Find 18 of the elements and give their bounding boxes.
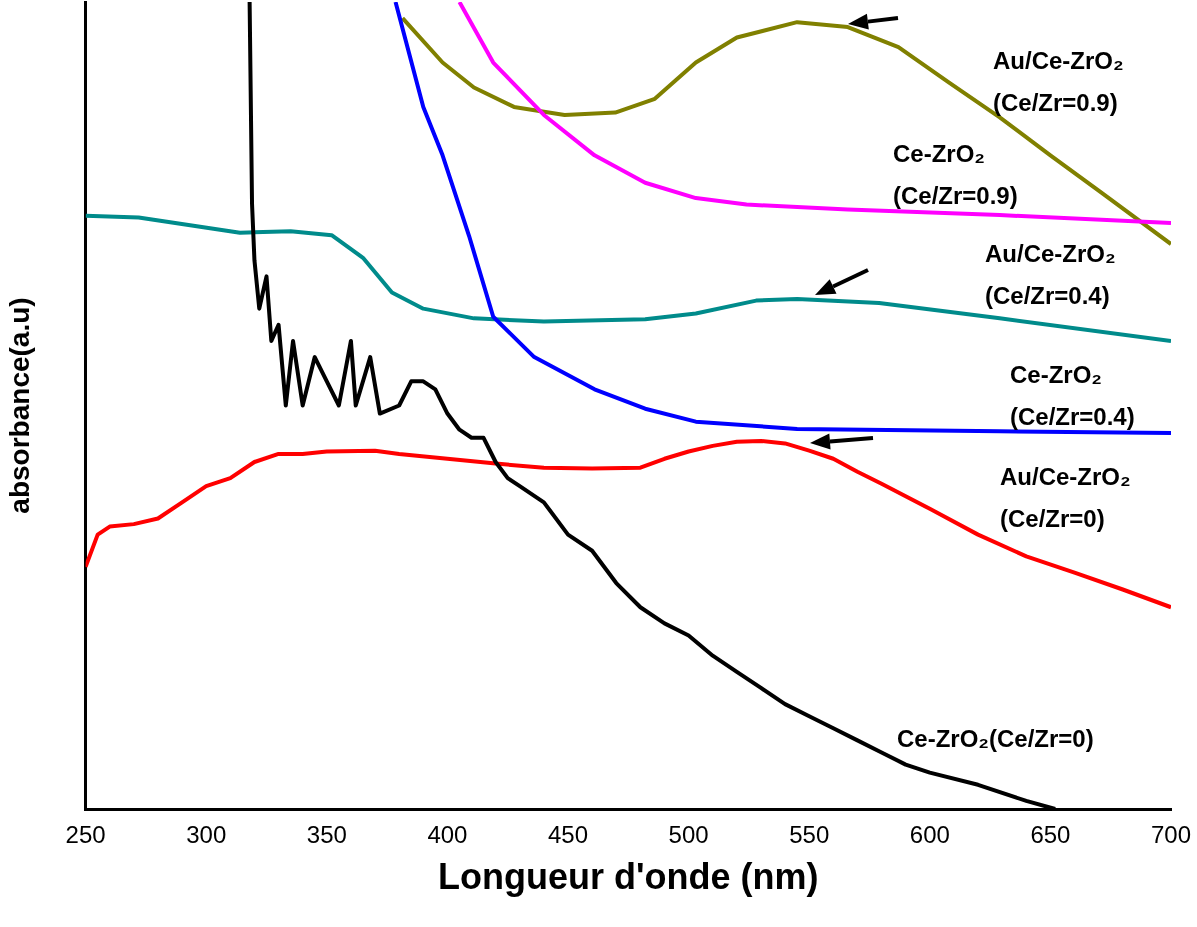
series-label: Au/Ce-ZrO₂ (Ce/Zr=0): [1000, 462, 1131, 532]
x-tick-label: 350: [306, 821, 347, 849]
series-label: Au/Ce-ZrO₂ (Ce/Zr=0.9): [993, 46, 1124, 116]
x-tick-label: 600: [909, 821, 950, 849]
x-tick-label: 650: [1030, 821, 1071, 849]
x-tick-label: 300: [186, 821, 227, 849]
y-axis-title: absorbance(a.u): [3, 297, 35, 514]
x-tick-label: 450: [547, 821, 589, 849]
series-label: Ce-ZrO₂(Ce/Zr=0): [897, 724, 1094, 752]
x-tick-label: 400: [427, 821, 468, 849]
x-tick-label: 500: [668, 821, 709, 849]
series-label: Ce-ZrO₂ (Ce/Zr=0.9): [893, 139, 1018, 209]
x-tick-label: 700: [1150, 821, 1192, 849]
x-tick-label: 550: [789, 821, 830, 849]
x-axis-title: Longueur d'onde (nm): [438, 856, 819, 898]
series-label: Ce-ZrO₂ (Ce/Zr=0.4): [1010, 360, 1135, 430]
x-tick-label: 250: [65, 821, 106, 849]
series-label: Au/Ce-ZrO₂ (Ce/Zr=0.4): [985, 239, 1116, 309]
